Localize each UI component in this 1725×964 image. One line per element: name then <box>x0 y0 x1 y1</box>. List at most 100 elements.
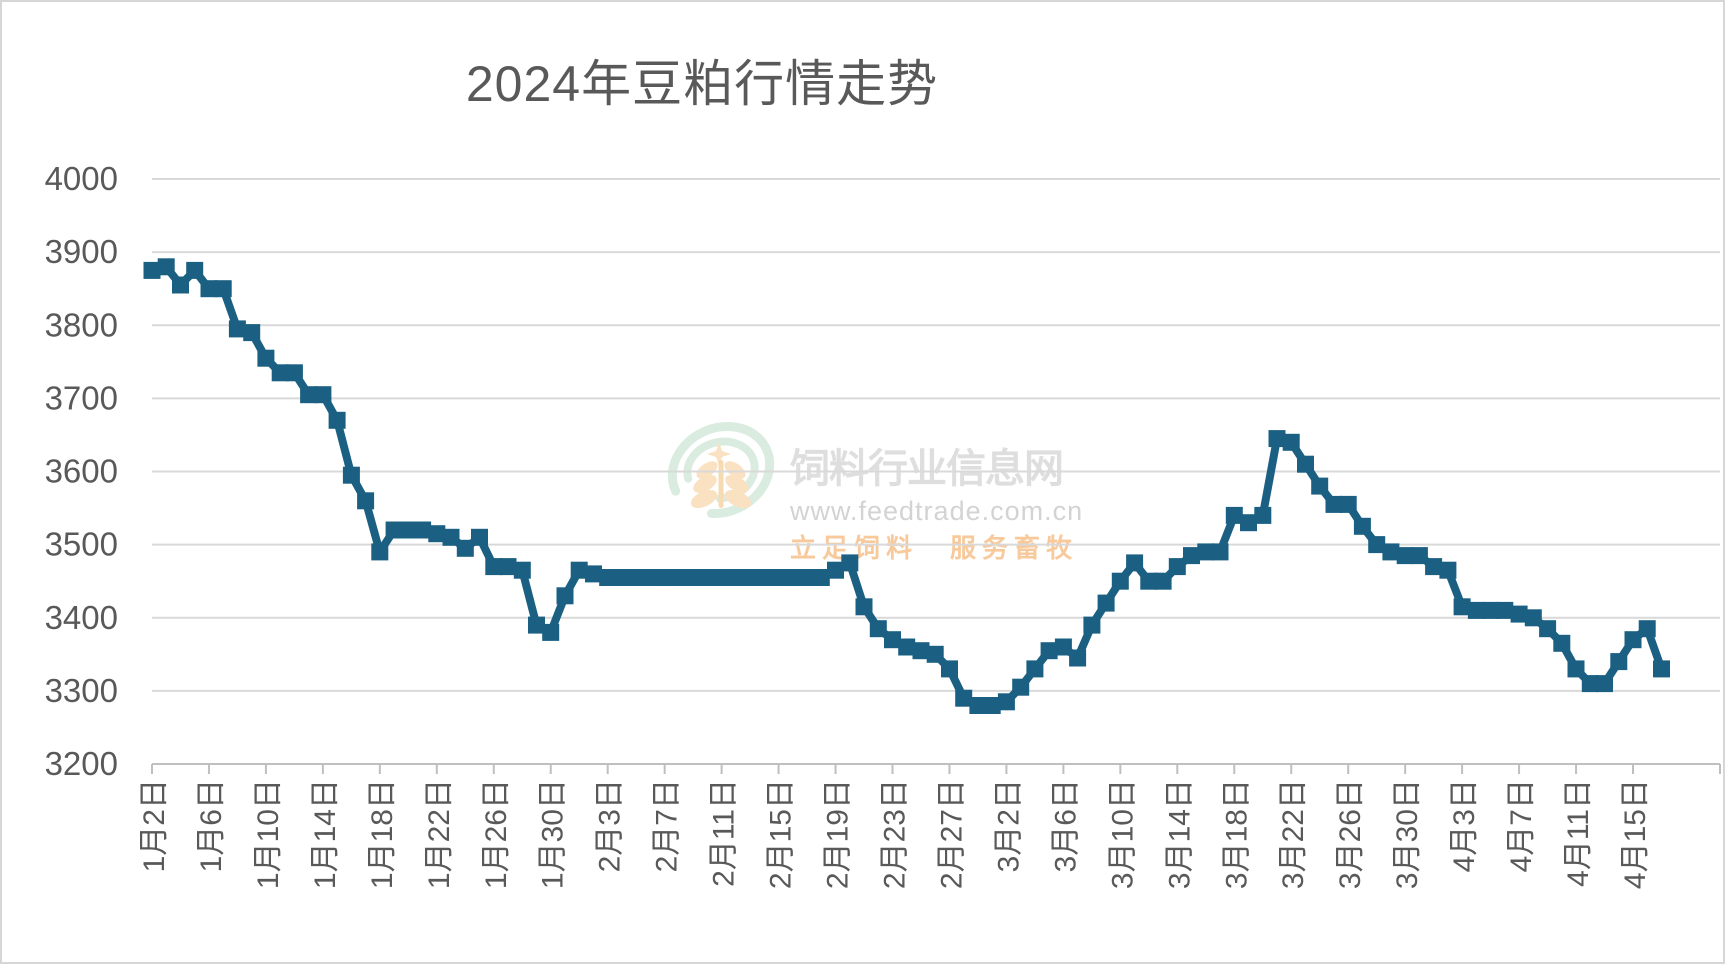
chart-title: 2024年豆粕行情走势 <box>465 56 939 112</box>
x-tick-label: 1月6日 <box>195 779 228 872</box>
data-point-marker <box>1111 572 1129 590</box>
data-point-marker <box>1624 631 1642 649</box>
data-point-marker <box>1567 660 1585 678</box>
data-point-marker <box>556 587 574 605</box>
data-point-marker <box>271 364 289 382</box>
data-point-marker <box>656 569 674 586</box>
data-point-marker <box>599 569 617 586</box>
y-tick-label: 4000 <box>45 160 118 197</box>
data-point-marker <box>228 320 246 338</box>
data-point-marker <box>926 645 944 663</box>
x-tick-label: 3月30日 <box>1391 779 1424 889</box>
data-point-marker <box>1040 642 1058 660</box>
data-point-marker <box>172 276 189 294</box>
data-point-marker <box>1069 649 1087 667</box>
data-point-marker <box>1453 598 1471 616</box>
data-point-marker <box>1410 547 1428 565</box>
x-tick-label: 1月10日 <box>252 779 285 889</box>
y-tick-label: 3200 <box>45 745 118 782</box>
data-point-marker <box>1311 477 1329 495</box>
data-point-marker <box>1553 634 1571 652</box>
data-point-marker <box>869 620 887 638</box>
data-point-marker <box>1581 675 1599 693</box>
data-point-marker <box>1467 601 1485 619</box>
data-point-marker <box>1197 543 1215 561</box>
data-point-marker <box>1240 514 1257 532</box>
x-tick-label: 1月30日 <box>537 779 570 889</box>
data-point-marker <box>770 569 788 586</box>
data-point-marker <box>997 693 1015 711</box>
data-point-marker <box>585 565 602 583</box>
data-point-marker <box>841 554 859 572</box>
data-point-marker <box>143 261 161 279</box>
data-point-marker <box>627 569 645 586</box>
data-point-marker <box>969 697 987 714</box>
data-point-marker <box>186 261 204 279</box>
data-point-marker <box>1353 517 1371 535</box>
data-point-marker <box>898 638 916 656</box>
data-point-marker <box>414 521 432 539</box>
data-point-marker <box>485 558 503 576</box>
data-point-marker <box>157 258 175 276</box>
data-point-marker <box>912 642 930 660</box>
data-point-marker <box>1339 495 1357 513</box>
y-tick-label: 3900 <box>45 233 118 270</box>
data-point-marker <box>741 569 759 586</box>
data-point-marker <box>513 561 531 579</box>
data-point-marker <box>884 631 901 649</box>
data-point-marker <box>641 569 659 586</box>
data-point-marker <box>1054 638 1072 656</box>
data-point-marker <box>1026 660 1044 678</box>
x-tick-label: 1月18日 <box>366 779 399 889</box>
data-point-marker <box>1325 495 1343 513</box>
data-point-marker <box>1268 430 1286 448</box>
x-tick-label: 3月26日 <box>1334 779 1367 889</box>
data-point-marker <box>613 569 631 586</box>
data-point-marker <box>1083 616 1101 634</box>
data-point-marker <box>1012 678 1030 696</box>
data-point-marker <box>1225 506 1243 524</box>
data-point-marker <box>1097 594 1115 612</box>
data-point-marker <box>1610 653 1628 671</box>
x-tick-label: 2月15日 <box>765 779 798 889</box>
data-point-marker <box>755 569 773 586</box>
data-point-marker <box>357 492 375 510</box>
y-tick-label: 3500 <box>45 526 118 563</box>
data-point-marker <box>428 525 446 543</box>
data-point-marker <box>855 598 873 616</box>
x-tick-label: 1月2日 <box>138 779 171 872</box>
data-point-marker <box>314 386 332 404</box>
data-point-marker <box>456 539 474 557</box>
data-point-marker <box>798 569 816 586</box>
y-tick-label: 3300 <box>45 672 118 709</box>
data-point-marker <box>684 569 702 586</box>
data-point-marker <box>1439 561 1457 579</box>
x-tick-label: 4月11日 <box>1562 779 1595 887</box>
data-point-marker <box>399 521 417 539</box>
data-point-marker <box>812 569 830 586</box>
data-point-marker <box>1211 543 1229 561</box>
x-tick-label: 4月15日 <box>1619 779 1652 889</box>
y-tick-label: 3700 <box>45 379 118 416</box>
y-tick-label: 3600 <box>45 453 118 490</box>
x-tick-label: 2月19日 <box>822 779 855 889</box>
data-point-marker <box>1524 609 1542 627</box>
data-point-marker <box>371 543 389 561</box>
data-point-marker <box>1382 543 1400 561</box>
data-point-marker <box>300 386 318 404</box>
data-point-marker <box>285 364 303 382</box>
data-point-marker <box>1282 433 1300 451</box>
x-tick-label: 2月7日 <box>651 779 684 872</box>
data-point-marker <box>214 280 232 298</box>
data-point-marker <box>1510 605 1528 623</box>
data-point-marker <box>1368 536 1386 554</box>
x-tick-label: 3月18日 <box>1220 779 1253 889</box>
x-tick-label: 1月22日 <box>423 779 456 889</box>
data-point-marker <box>442 528 460 546</box>
data-point-marker <box>528 616 545 634</box>
data-point-marker <box>471 528 488 546</box>
x-tick-label: 2月11日 <box>708 779 741 887</box>
data-point-marker <box>955 689 973 707</box>
x-tick-label: 2月3日 <box>594 779 627 872</box>
